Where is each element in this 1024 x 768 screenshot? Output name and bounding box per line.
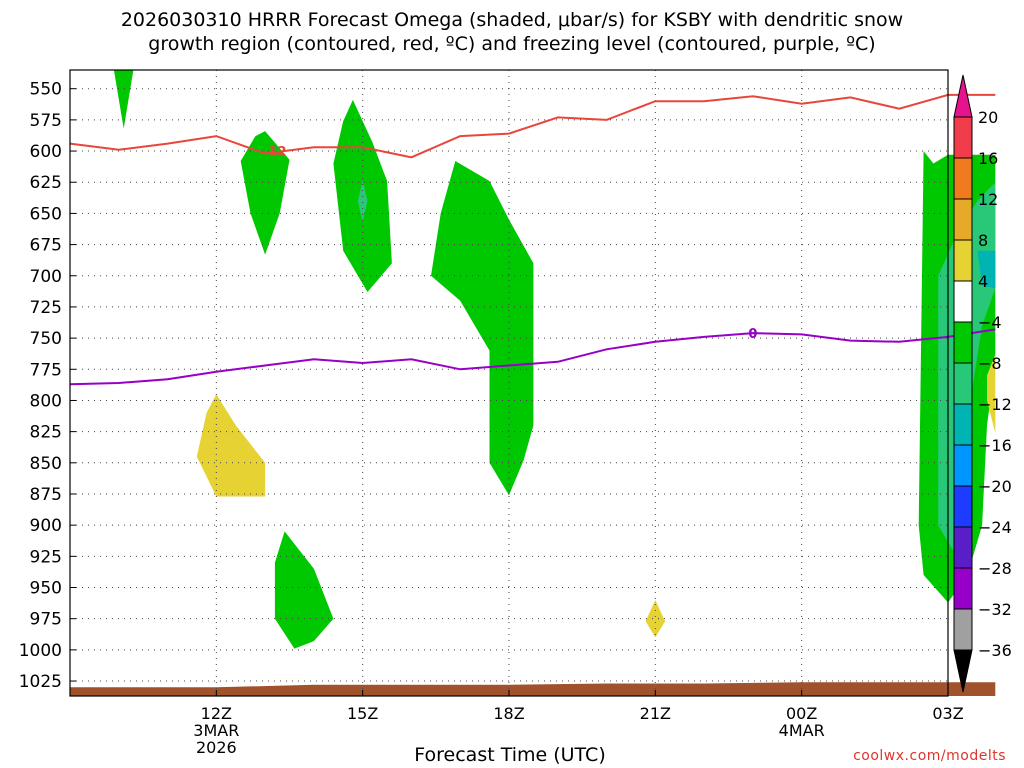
freezing-contour-label: 0	[748, 327, 757, 342]
x-tick-label-27-0: 03Z	[932, 704, 963, 723]
colorbar-swatch-2	[953, 198, 973, 241]
colorbar-top-arrow	[953, 74, 973, 118]
y-tick-label-850: 850	[30, 454, 62, 474]
contour-lines: -12 0	[69, 93, 996, 386]
y-tick-label-950: 950	[30, 579, 62, 599]
y-tick-label-1025: 1025	[19, 672, 62, 692]
y-tick-label-900: 900	[30, 516, 62, 536]
terrain-fill	[70, 682, 996, 696]
y-tick-label-650: 650	[30, 204, 62, 224]
y-tick-label-625: 625	[30, 173, 62, 193]
x-axis-label: Forecast Time (UTC)	[414, 744, 606, 766]
y-tick-label-600: 600	[30, 142, 62, 162]
y-tick-label-675: 675	[30, 236, 62, 256]
omega-region-green-1	[113, 70, 134, 129]
y-tick-label-800: 800	[30, 391, 62, 411]
colorbar-swatch-5	[953, 321, 973, 364]
colorbar-label-1: 16	[978, 149, 998, 168]
y-tick-label-575: 575	[30, 111, 62, 131]
x-tick-label-24-1: 4MAR	[779, 721, 825, 740]
freezing-contour-line	[69, 328, 996, 386]
colorbar: 20 16 12 8 4 −4 −8 −12 −16 −20 −24 −28 −32 −36	[953, 74, 1012, 693]
omega-region-yellow-3	[987, 354, 996, 433]
gridlines	[70, 70, 949, 696]
x-tick-label-15-0: 15Z	[347, 704, 378, 723]
colorbar-label-3: 8	[978, 231, 988, 250]
y-tick-label-825: 825	[30, 423, 62, 443]
omega-region-green-5	[274, 531, 334, 649]
omega-region-cyan-6	[977, 250, 996, 289]
colorbar-swatch-7	[953, 403, 973, 446]
chart-title-line2: growth region (contoured, red, ºC) and f…	[148, 33, 876, 55]
colorbar-swatch-10	[953, 526, 973, 569]
omega-region-green-2	[240, 131, 290, 255]
y-tick-label-875: 875	[30, 485, 62, 505]
y-tick-label-775: 775	[30, 360, 62, 380]
omega-shading	[113, 70, 996, 649]
x-tick-label-21-0: 21Z	[640, 704, 671, 723]
colorbar-label-4: 4	[978, 272, 988, 291]
colorbar-swatch-8	[953, 444, 973, 487]
colorbar-label-7: −12	[978, 395, 1012, 414]
colorbar-bottom-arrow	[953, 649, 973, 693]
colorbar-label-6: −8	[978, 354, 1002, 373]
colorbar-label-12: −32	[978, 600, 1012, 619]
y-tick-label-1000: 1000	[19, 641, 62, 661]
colorbar-swatch-11	[953, 567, 973, 610]
credit-link[interactable]: coolwx.com/modelts	[853, 748, 1006, 764]
colorbar-swatch-4	[953, 280, 973, 323]
x-tick-label-12-0: 12Z	[201, 704, 232, 723]
colorbar-label-0: 20	[978, 108, 998, 127]
x-tick-label-24-0: 00Z	[786, 704, 817, 723]
omega-region-green-4	[431, 161, 534, 496]
x-tick-label-18-0: 18Z	[493, 704, 524, 723]
omega-region-teal-3	[357, 181, 368, 223]
terrain	[70, 682, 996, 696]
y-tick-label-925: 925	[30, 547, 62, 567]
colorbar-swatch-12	[953, 608, 973, 651]
colorbar-label-9: −20	[978, 477, 1012, 496]
colorbar-label-11: −28	[978, 559, 1012, 578]
omega-region-yellow-1	[196, 394, 266, 497]
y-tick-label-700: 700	[30, 267, 62, 287]
colorbar-swatch-9	[953, 485, 973, 528]
colorbar-swatch-1	[953, 157, 973, 200]
colorbar-swatch-3	[953, 239, 973, 282]
colorbar-label-8: −16	[978, 436, 1012, 455]
colorbar-label-13: −36	[978, 641, 1012, 660]
colorbar-label-5: −4	[978, 313, 1002, 332]
x-tick-label-12-2: 2026	[196, 738, 237, 757]
chart-title-line1: 2026030310 HRRR Forecast Omega (shaded, …	[120, 9, 904, 31]
colorbar-label-2: 12	[978, 190, 998, 209]
y-tick-label-550: 550	[30, 80, 62, 100]
y-tick-label-750: 750	[30, 329, 62, 349]
omega-region-yellow-2	[645, 600, 666, 638]
colorbar-label-10: −24	[978, 518, 1012, 537]
dgz-contour-label: -12	[263, 145, 287, 160]
y-axis: 550 575 600 625 650 675 700 725 750 775 800 825 850 8…	[19, 80, 76, 692]
dgz-contour-line	[69, 93, 996, 159]
x-tick-label-12-1: 3MAR	[193, 721, 239, 740]
chart-title: 2026030310 HRRR Forecast Omega (shaded, …	[0, 8, 1024, 56]
y-tick-label-975: 975	[30, 610, 62, 630]
y-tick-label-725: 725	[30, 298, 62, 318]
colorbar-swatch-0	[953, 116, 973, 159]
colorbar-swatch-6	[953, 362, 973, 405]
